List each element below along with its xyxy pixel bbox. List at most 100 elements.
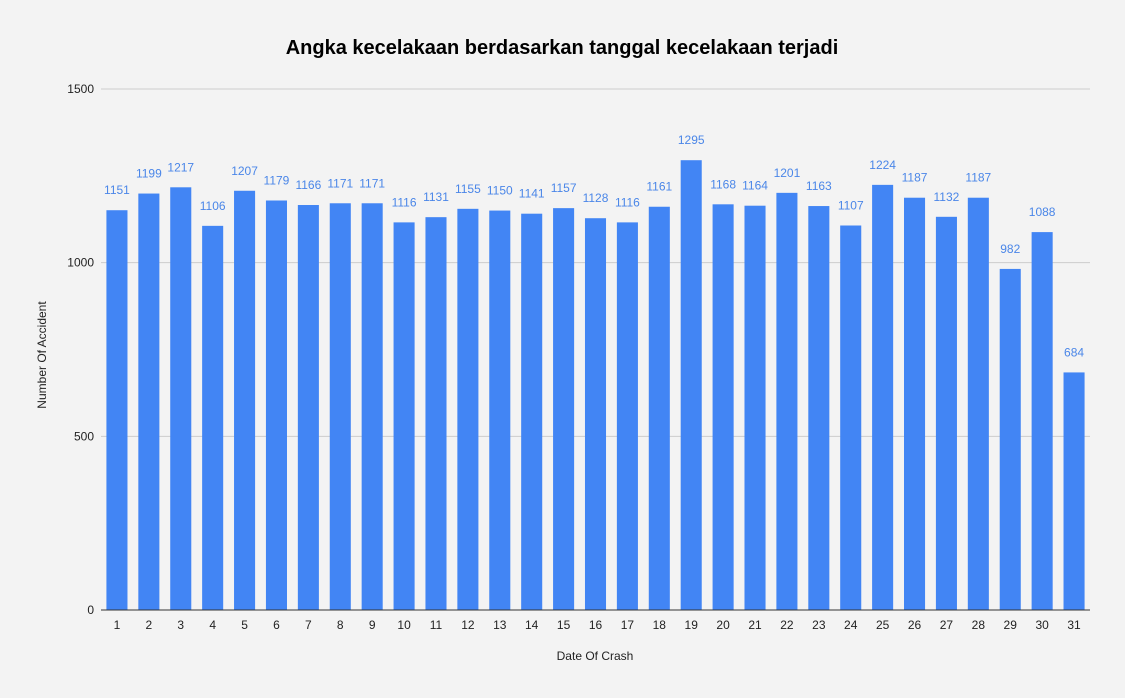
x-tick-label: 5: [241, 618, 248, 632]
bar: [904, 197, 926, 610]
y-tick-label: 0: [87, 603, 94, 617]
bar: [935, 216, 957, 610]
bar: [712, 204, 734, 610]
x-tick-label: 30: [1035, 618, 1049, 632]
bar: [170, 187, 192, 610]
x-tick-label: 7: [305, 618, 312, 632]
x-tick-label: 10: [397, 618, 411, 632]
bar: [202, 225, 224, 610]
bar: [680, 160, 702, 610]
data-label: 1151: [104, 183, 130, 197]
bar: [329, 203, 351, 611]
bar: [393, 222, 415, 610]
data-label: 1179: [264, 173, 290, 187]
bar: [967, 197, 989, 610]
data-label: 1155: [455, 182, 481, 196]
x-tick-label: 29: [1004, 618, 1018, 632]
bar: [489, 210, 511, 611]
x-tick-label: 21: [748, 618, 762, 632]
x-tick-label: 12: [461, 618, 475, 632]
x-tick-label: 22: [780, 618, 794, 632]
data-label: 684: [1064, 345, 1084, 359]
x-tick-label: 27: [940, 618, 954, 632]
x-tick-label: 2: [146, 618, 153, 632]
bar: [521, 213, 543, 610]
data-label: 1217: [167, 160, 194, 174]
data-label: 1157: [551, 181, 577, 195]
x-tick-label: 26: [908, 618, 922, 632]
data-label: 1161: [646, 180, 672, 194]
x-axis-label: Date Of Crash: [557, 649, 634, 663]
x-tick-label: 31: [1067, 618, 1081, 632]
x-tick-label: 28: [972, 618, 986, 632]
data-label: 1088: [1029, 205, 1056, 219]
x-tick-label: 13: [493, 618, 507, 632]
bar: [1031, 232, 1053, 611]
data-label: 1164: [742, 179, 768, 193]
x-tick-label: 24: [844, 618, 858, 632]
data-label: 1166: [295, 178, 321, 192]
data-label: 1187: [902, 171, 928, 185]
bar: [808, 206, 830, 610]
data-label: 1187: [965, 171, 991, 185]
data-label: 1171: [327, 176, 353, 190]
x-tick-label: 23: [812, 618, 826, 632]
x-tick-label: 8: [337, 618, 344, 632]
x-tick-label: 19: [685, 618, 699, 632]
x-tick-label: 1: [114, 618, 121, 632]
x-tick-label: 9: [369, 618, 376, 632]
data-label: 1131: [423, 190, 449, 204]
data-label: 1163: [806, 179, 832, 193]
bar: [776, 192, 798, 610]
bar: [425, 217, 447, 610]
data-label: 982: [1000, 242, 1020, 256]
x-tick-label: 3: [177, 618, 184, 632]
x-tick-label: 17: [621, 618, 635, 632]
data-labels: 1151 1199 1217 1106 1207 1179 1166 1171 1171 1116…: [104, 133, 1084, 359]
bars: [106, 160, 1085, 611]
bar: [234, 190, 256, 610]
bar: [999, 268, 1021, 610]
y-tick-label: 1000: [67, 256, 94, 270]
data-label: 1141: [519, 187, 545, 201]
x-tick-label: 6: [273, 618, 280, 632]
bar: [553, 208, 575, 611]
x-tick-label: 16: [589, 618, 603, 632]
bar: [106, 210, 128, 610]
x-tick-label: 25: [876, 618, 890, 632]
data-label: 1171: [359, 176, 385, 190]
data-label: 1116: [392, 195, 417, 209]
bar: [138, 193, 160, 610]
x-tick-label: 4: [209, 618, 216, 632]
x-tick-label: 20: [716, 618, 730, 632]
bar: [361, 203, 383, 611]
bar: [457, 208, 479, 610]
bar: [584, 218, 607, 610]
bar: [744, 205, 766, 611]
bar: [265, 200, 287, 610]
bar: [872, 184, 894, 610]
x-tick-label: 15: [557, 618, 571, 632]
y-tick-label: 1500: [67, 82, 94, 96]
data-label: 1295: [678, 133, 705, 147]
y-axis-label: Number Of Accident: [35, 301, 49, 409]
data-label: 1132: [934, 190, 960, 204]
bar: [840, 225, 862, 610]
data-label: 1207: [231, 164, 258, 178]
x-tick-label: 11: [430, 618, 443, 632]
x-tick-label: 14: [525, 618, 539, 632]
y-axis-ticks: 0 500 1000 1500: [67, 82, 94, 617]
data-label: 1168: [710, 177, 736, 191]
x-axis-ticks: 1 2 3 4 5 6 7 8 9 10 11 12 13 14 15 16 17 18 19 20 21 22 23 24 2…: [114, 618, 1081, 632]
bar: [1063, 372, 1085, 610]
data-label: 1116: [615, 195, 640, 209]
bar: [297, 205, 319, 610]
bar: [648, 206, 670, 610]
y-tick-label: 500: [74, 429, 94, 443]
chart-title: Angka kecelakaan berdasarkan tanggal kec…: [286, 37, 839, 59]
data-label: 1224: [869, 158, 896, 172]
data-label: 1201: [774, 166, 801, 180]
bar: [616, 222, 638, 610]
